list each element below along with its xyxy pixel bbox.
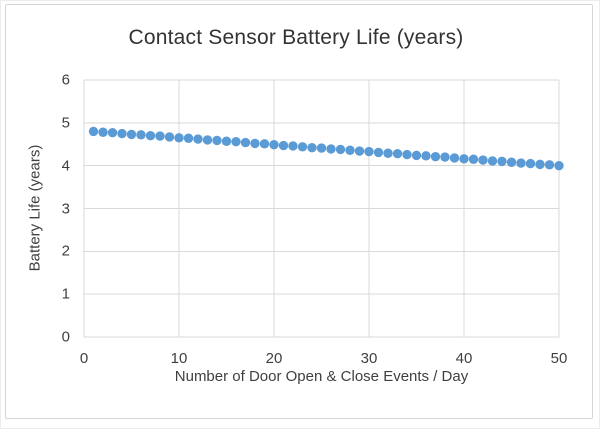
plot-area	[83, 79, 564, 338]
chart-frame	[5, 4, 593, 419]
data-point	[411, 150, 422, 161]
data-point	[297, 142, 308, 152]
scatter-series	[88, 126, 564, 171]
data-point	[145, 130, 156, 141]
x-tick-label: 30	[360, 350, 378, 367]
data-point	[449, 153, 460, 163]
data-point	[269, 139, 279, 150]
data-point	[554, 160, 564, 171]
data-point	[307, 142, 317, 153]
data-point	[231, 136, 241, 147]
data-point	[174, 133, 184, 143]
data-point	[392, 148, 403, 159]
data-point	[183, 133, 194, 143]
data-point	[278, 140, 289, 151]
data-point	[117, 128, 127, 139]
data-point	[259, 139, 270, 149]
data-point	[497, 156, 507, 167]
data-point	[155, 131, 165, 141]
y-tick-label: 3	[61, 200, 70, 217]
data-point	[525, 158, 536, 169]
data-point	[478, 155, 488, 165]
data-point	[421, 151, 431, 161]
y-tick-label: 4	[61, 157, 70, 175]
data-point	[250, 138, 260, 149]
data-point	[98, 127, 108, 137]
data-point	[354, 146, 365, 156]
x-tick-label: 50	[550, 350, 568, 367]
data-point	[316, 143, 327, 153]
y-tick-label: 1	[61, 285, 70, 303]
y-tick-label: 5	[61, 114, 70, 132]
x-axis-title: Number of Door Open & Close Events / Day	[174, 368, 469, 385]
data-point	[107, 127, 118, 138]
data-point	[288, 141, 298, 151]
data-point	[326, 144, 336, 154]
data-point	[535, 159, 545, 170]
data-point	[364, 146, 374, 157]
data-point	[506, 157, 517, 167]
data-point	[240, 137, 251, 148]
x-tick-label: 20	[265, 350, 283, 367]
data-point	[164, 132, 175, 142]
data-point	[544, 160, 555, 170]
data-point	[440, 152, 450, 162]
y-tick-label: 6	[61, 71, 70, 89]
x-tick-label: 0	[79, 350, 89, 367]
y-tick-label: 2	[61, 242, 70, 260]
data-point	[468, 154, 479, 164]
data-point	[430, 151, 441, 162]
data-point	[459, 154, 469, 164]
data-point	[136, 130, 146, 140]
chart-title: Contact Sensor Battery Life (years)	[128, 26, 464, 49]
data-point	[373, 147, 384, 158]
data-point	[487, 156, 498, 166]
data-point	[516, 158, 526, 168]
data-point	[126, 129, 137, 140]
data-point	[335, 144, 346, 155]
x-tick-label: 10	[170, 350, 188, 367]
data-point	[88, 126, 99, 137]
gridlines	[83, 79, 560, 338]
data-point	[383, 148, 393, 158]
y-tick-label: 0	[61, 328, 70, 346]
x-tick-label: 40	[455, 350, 473, 367]
data-point	[221, 136, 232, 146]
data-point	[212, 135, 222, 146]
data-point	[402, 149, 412, 160]
data-point	[202, 135, 213, 145]
data-point	[193, 134, 203, 144]
data-point	[345, 145, 355, 155]
